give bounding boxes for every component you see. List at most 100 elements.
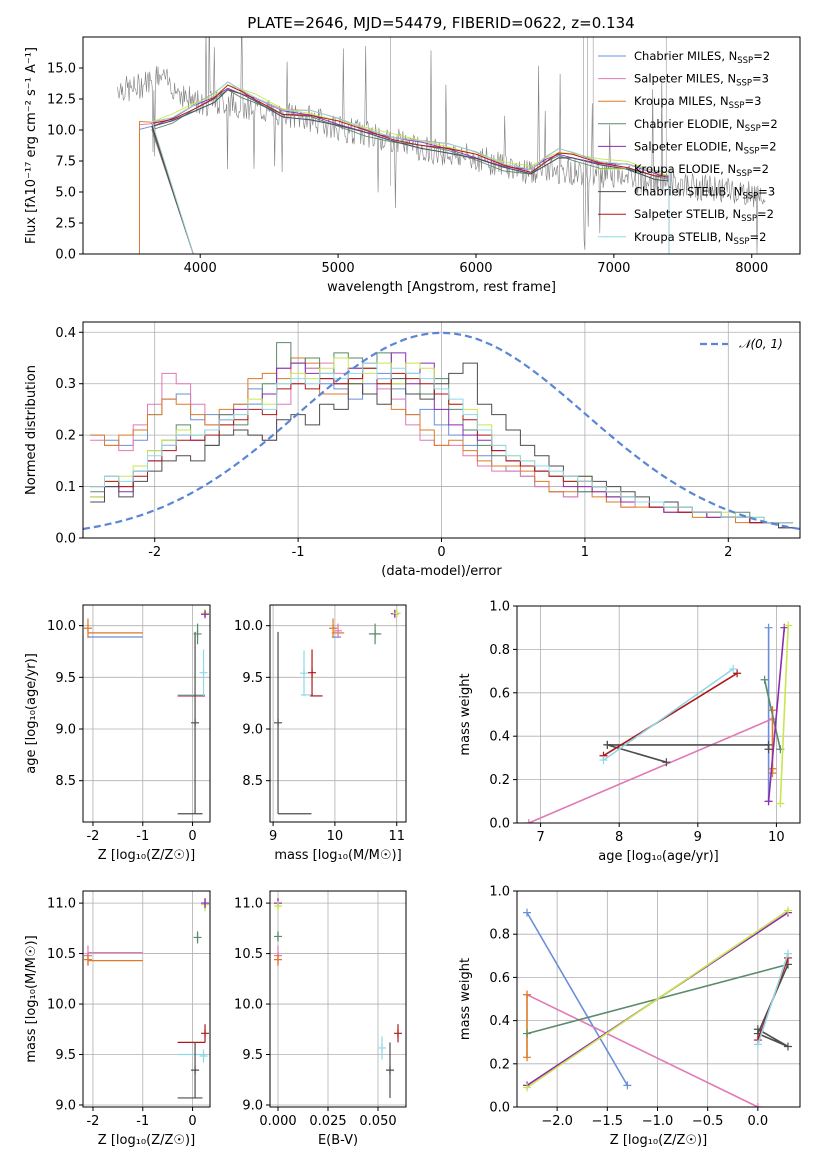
data-point <box>392 609 401 618</box>
x-tick-label: -1 <box>136 829 149 844</box>
legend-label: Chabrier ELODIE, NSSP=2 <box>634 117 778 134</box>
y-tick-label: 9.0 <box>55 1098 76 1113</box>
y-tick-label: 11.0 <box>47 897 76 912</box>
x-tick-label: -2 <box>86 829 99 844</box>
y-tick-label: 8.5 <box>242 774 263 789</box>
weight-point <box>524 819 533 823</box>
plot-area-spectrum <box>117 37 766 254</box>
weight-point <box>764 623 773 632</box>
data-point <box>274 718 283 727</box>
x-tick-label: 1 <box>581 545 589 560</box>
weight-point <box>523 990 532 999</box>
weight-line-7 <box>603 672 738 757</box>
x-tick-label: 0 <box>188 829 196 844</box>
figure-title: PLATE=2646, MJD=54479, FIBERID=0622, z=0… <box>247 14 634 32</box>
weight-point <box>753 1040 762 1049</box>
legend-model-name: Kroupa STELIB <box>634 230 718 244</box>
legend-label: Salpeter MILES, NSSP=3 <box>634 72 769 89</box>
x-axis-label: E(B-V) <box>318 1133 358 1148</box>
panel-mass_vs_ebv: 0.000 0.025 0.050 9.0 9.5 10.0 10.5 11.0 E(B-V) <box>234 890 407 1148</box>
weight-point <box>662 758 671 767</box>
y-tick-label: 5.0 <box>55 186 76 201</box>
axes-frame <box>82 321 801 539</box>
x-tick-label: 9 <box>269 829 277 844</box>
panel-age_vs_Z: -2 -1 0 8.5 9.0 9.5 10.0 Z [log₁₀(Z/Z☉)] age [lo… <box>24 604 211 863</box>
legend-nssp: 3 <box>754 94 761 108</box>
weight-point <box>603 740 612 749</box>
model-spectrum-2 <box>139 81 670 254</box>
x-tick-label: 7 <box>536 830 544 845</box>
y-tick-label: 0.8 <box>489 928 510 943</box>
weight-line-5 <box>526 909 789 1089</box>
x-tick-label: 0.050 <box>359 1114 396 1129</box>
x-tick-label: 6000 <box>459 261 492 276</box>
weight-line-1 <box>526 993 759 1107</box>
x-tick-label: −2.0 <box>541 1114 573 1129</box>
weight-point <box>523 1053 532 1062</box>
legend-nssp: 3 <box>768 185 775 199</box>
axes-frame <box>269 890 407 1108</box>
y-tick-label: 9.0 <box>242 1098 263 1113</box>
x-axis-label: wavelength [Angstrom, rest frame] <box>327 280 556 295</box>
data-point <box>308 668 317 677</box>
y-tick-label: 11.0 <box>234 897 263 912</box>
model-spectrum-5 <box>151 84 670 254</box>
weight-point <box>623 1081 632 1090</box>
legend-model-name: Chabrier MILES <box>634 49 721 63</box>
y-tick-label: 9.0 <box>55 723 76 738</box>
y-tick-label: 9.5 <box>242 671 263 686</box>
legend-label: Salpeter ELODIE, NSSP=2 <box>634 139 777 156</box>
weight-line-6 <box>607 744 770 763</box>
x-tick-label: −1.5 <box>592 1114 624 1129</box>
x-tick-label: 5000 <box>322 261 355 276</box>
weight-point <box>523 908 532 917</box>
x-tick-label: 8 <box>615 830 623 845</box>
legend-nssp: 2 <box>769 139 776 153</box>
data-point <box>191 1066 200 1075</box>
y-tick-label: 9.5 <box>55 1048 76 1063</box>
y-tick-label: 0.2 <box>489 1057 510 1072</box>
data-point <box>300 669 308 678</box>
data-point <box>378 1043 386 1052</box>
weight-point <box>599 756 608 765</box>
legend-model-name: Chabrier STELIB <box>634 185 726 199</box>
x-tick-label: 7000 <box>597 261 630 276</box>
histogram-2 <box>90 357 793 524</box>
weight-line-3 <box>763 679 782 750</box>
panel-residuals: -2 -1 0 1 2 0.0 0.1 0.2 0.3 0.4 (data-model)/error… <box>24 321 801 579</box>
y-tick-label: 0.4 <box>489 730 510 745</box>
legend-nssp: 2 <box>767 207 774 221</box>
y-tick-label: 0.0 <box>489 817 510 832</box>
weight-point <box>729 664 738 673</box>
panel-weight_vs_age: 7 8 9 10 0.0 0.2 0.4 0.6 0.8 1.0 age [log₁₀(age/yr… <box>458 600 801 864</box>
x-tick-label: 4000 <box>184 261 217 276</box>
x-tick-label: 10 <box>327 829 344 844</box>
x-tick-label: 0.000 <box>259 1114 296 1129</box>
weight-point <box>783 949 792 958</box>
data-point <box>329 624 338 633</box>
x-tick-label: 9 <box>694 830 702 845</box>
y-tick-label: 10.0 <box>47 124 76 139</box>
legend-model-name: Salpeter STELIB <box>634 207 725 221</box>
weight-point <box>780 623 789 632</box>
legend-label-normal: 𝒩(0, 1) <box>739 337 783 351</box>
plot-area-mass_vs_ebv <box>274 898 402 1098</box>
axes-frame <box>82 890 211 1108</box>
data-point <box>274 932 282 941</box>
data-point <box>191 718 200 727</box>
model-spectrum-7 <box>151 84 670 254</box>
x-tick-label: 0 <box>437 545 445 560</box>
weight-point <box>523 1029 532 1038</box>
x-tick-label: −1.0 <box>642 1114 674 1129</box>
legend-label: Chabrier STELIB, NSSP=3 <box>634 185 775 202</box>
weight-point <box>784 621 793 630</box>
x-tick-label: -1 <box>136 1114 149 1129</box>
data-point <box>201 610 210 619</box>
model-spectrum-3 <box>151 89 670 254</box>
x-axis-label: Z [log₁₀(Z/Z☉)] <box>98 848 195 863</box>
data-point <box>274 955 282 964</box>
y-tick-label: 1.0 <box>489 885 510 900</box>
y-axis-label: age [log₁₀(age/yr)] <box>24 653 39 774</box>
y-tick-label: 0.6 <box>489 971 510 986</box>
legend-label: Kroupa STELIB, NSSP=2 <box>634 230 766 247</box>
